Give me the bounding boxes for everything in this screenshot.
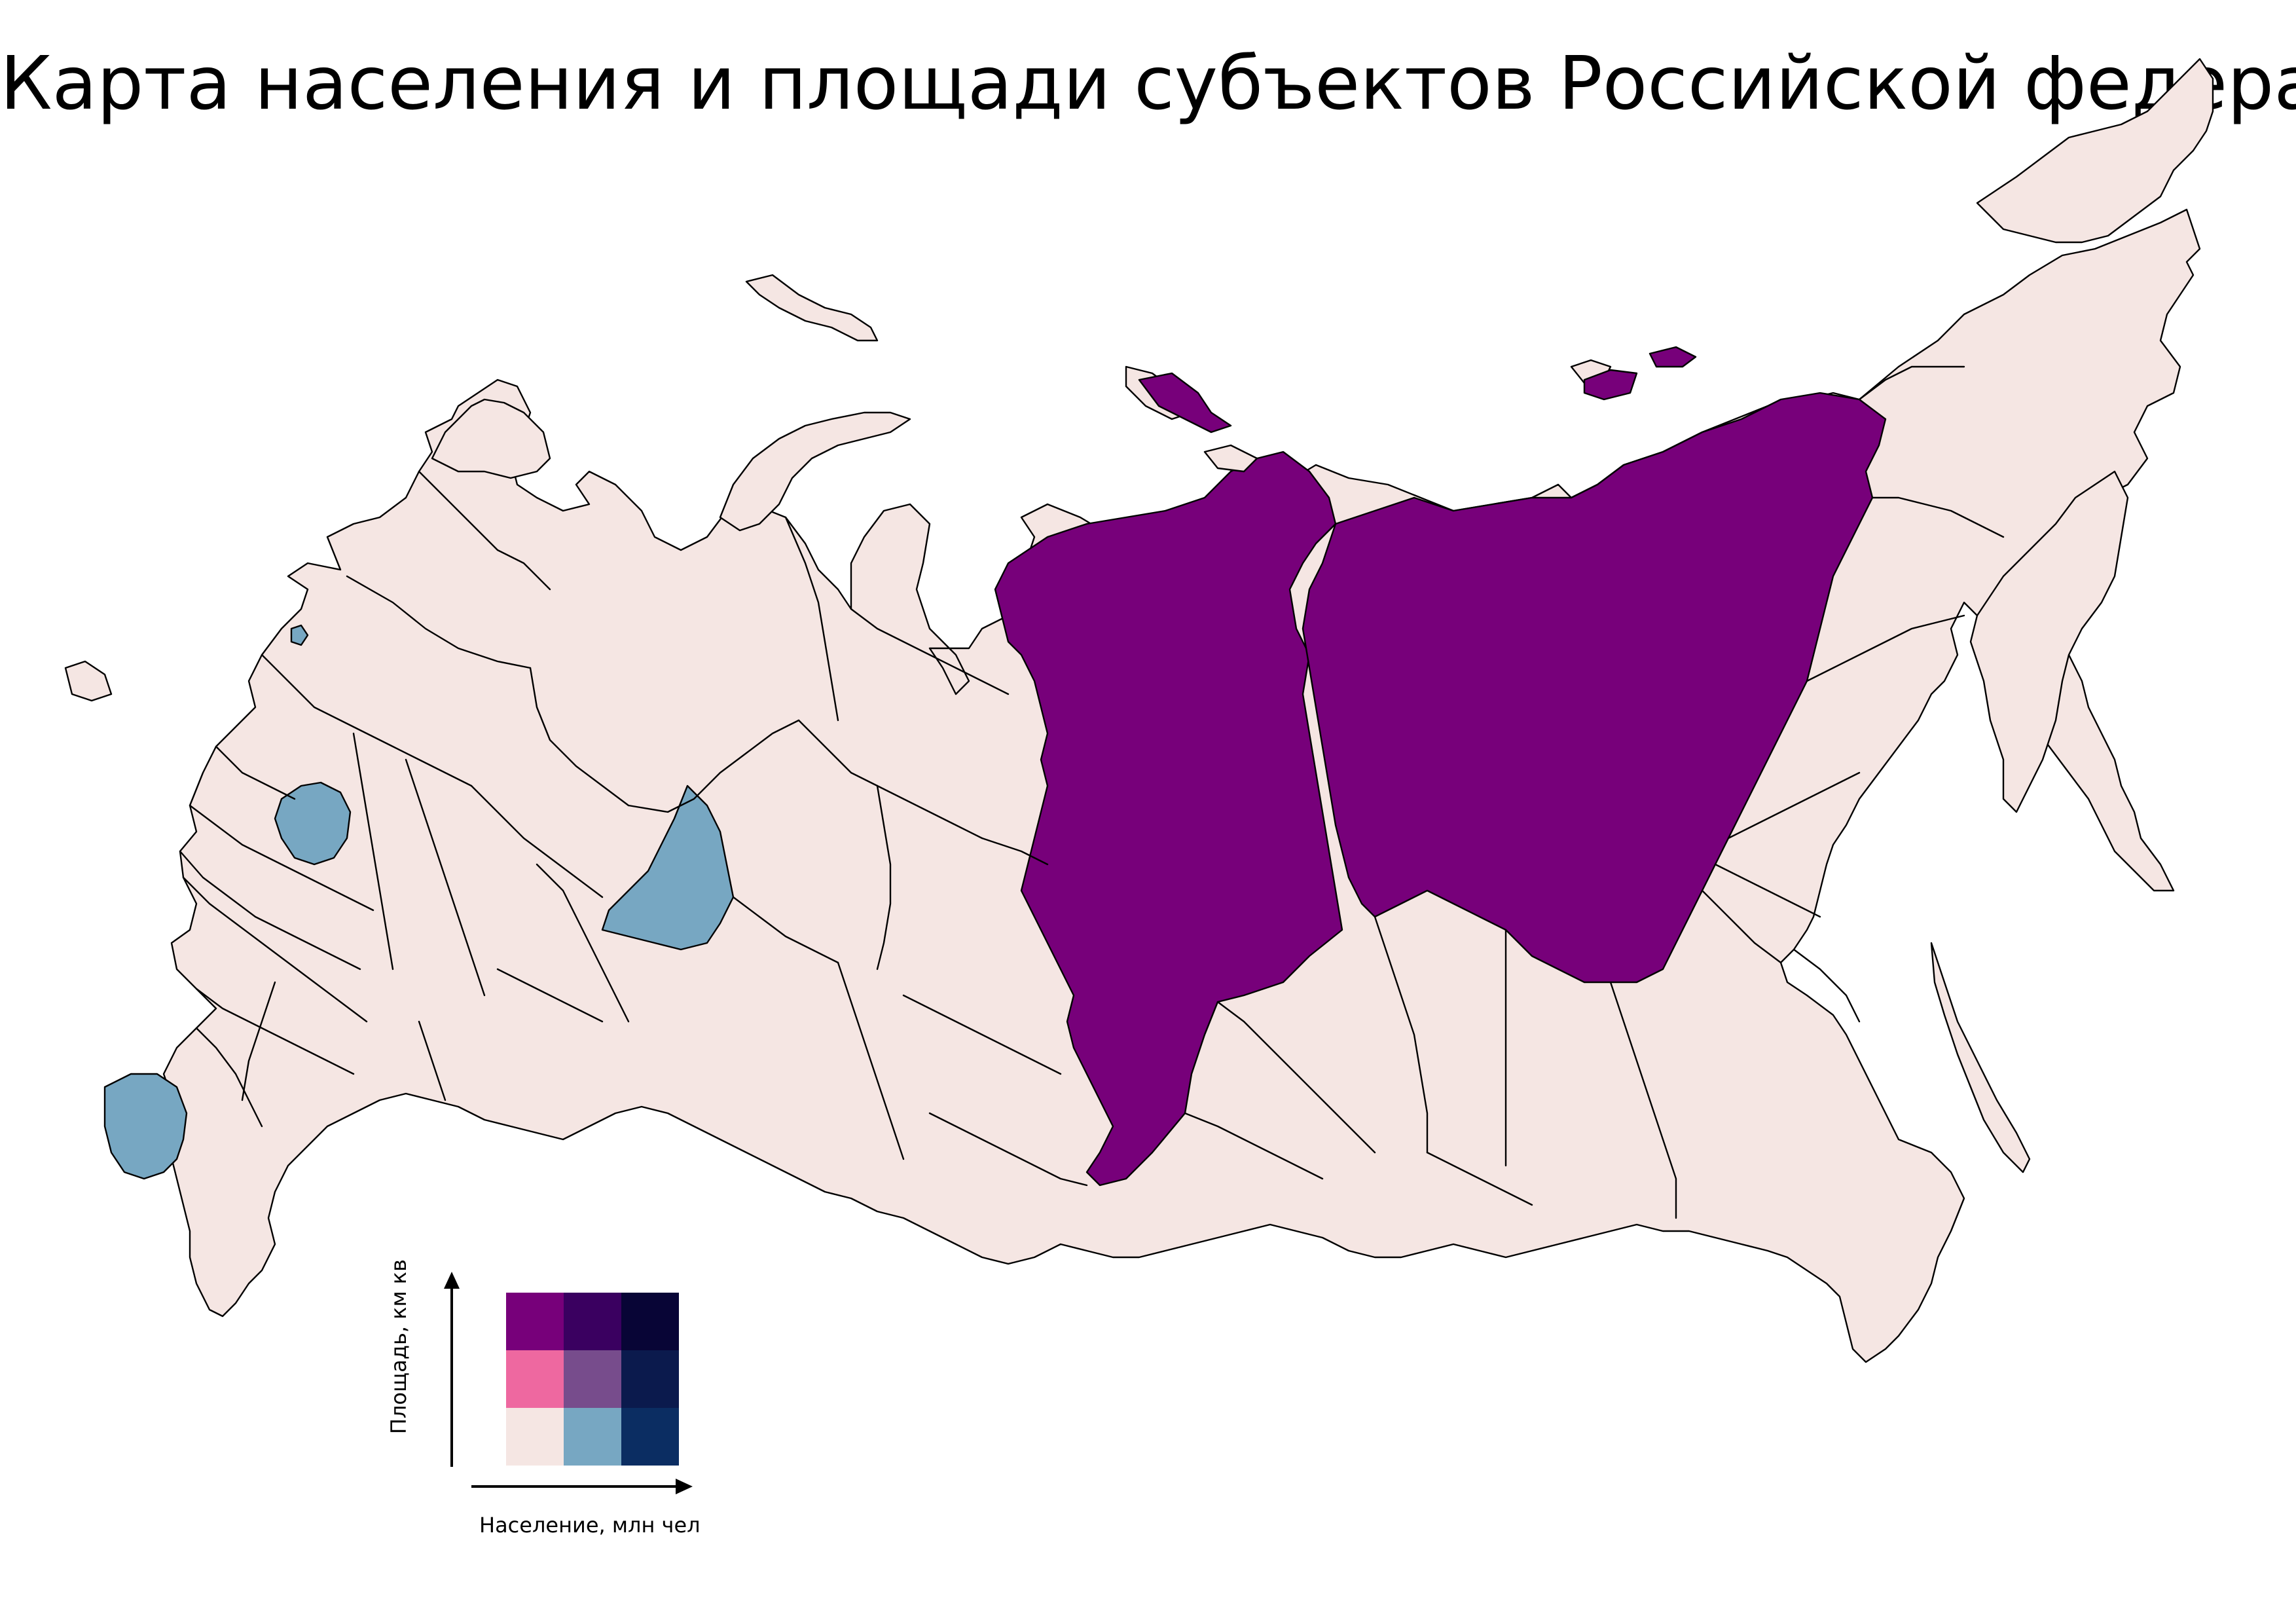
highlighted-regions xyxy=(103,392,1887,1187)
legend-cell-r0c2 xyxy=(621,1293,679,1350)
legend-y-axis-label: Площадь, км кв xyxy=(386,1259,411,1434)
region-chukotka[interactable] xyxy=(1976,58,2214,244)
legend-cell-r2c0 xyxy=(506,1408,564,1466)
arctic-islands xyxy=(1125,346,1697,473)
legend-cell-r2c1 xyxy=(564,1408,621,1466)
region-kamchatka[interactable] xyxy=(1969,470,2129,813)
legend-cell-r1c0 xyxy=(506,1350,564,1408)
region-murmansk[interactable] xyxy=(431,398,551,479)
legend-axes xyxy=(444,1272,693,1494)
region-novaya-zemlya[interactable] xyxy=(719,411,911,532)
region-sakha[interactable] xyxy=(1302,392,1887,984)
region-moscow-oblast[interactable] xyxy=(274,781,352,866)
region-saint-petersburg[interactable] xyxy=(290,624,309,646)
legend-cell-r1c1 xyxy=(564,1350,621,1408)
region-sakhalin[interactable] xyxy=(1930,942,2031,1173)
legend-cell-r1c2 xyxy=(621,1350,679,1408)
legend-x-axis-label: Население, млн чел xyxy=(479,1513,701,1538)
region-krasnoyarsk[interactable] xyxy=(994,451,1343,1187)
region-sverdlovsk[interactable] xyxy=(601,784,735,951)
legend-cell-r2c2 xyxy=(621,1408,679,1466)
region-franz-josef[interactable] xyxy=(745,274,879,342)
bivariate-legend: Площадь, км кв Население, млн чел xyxy=(380,1259,746,1545)
map-title: Карта населения и площади субъектов Росс… xyxy=(0,41,2296,126)
internal-borders xyxy=(179,365,2005,1219)
legend-cell-r0c1 xyxy=(564,1293,621,1350)
region-kaliningrad[interactable] xyxy=(64,660,113,702)
legend-cell-r0c0 xyxy=(506,1293,564,1350)
region-krasnodar[interactable] xyxy=(103,1073,188,1180)
